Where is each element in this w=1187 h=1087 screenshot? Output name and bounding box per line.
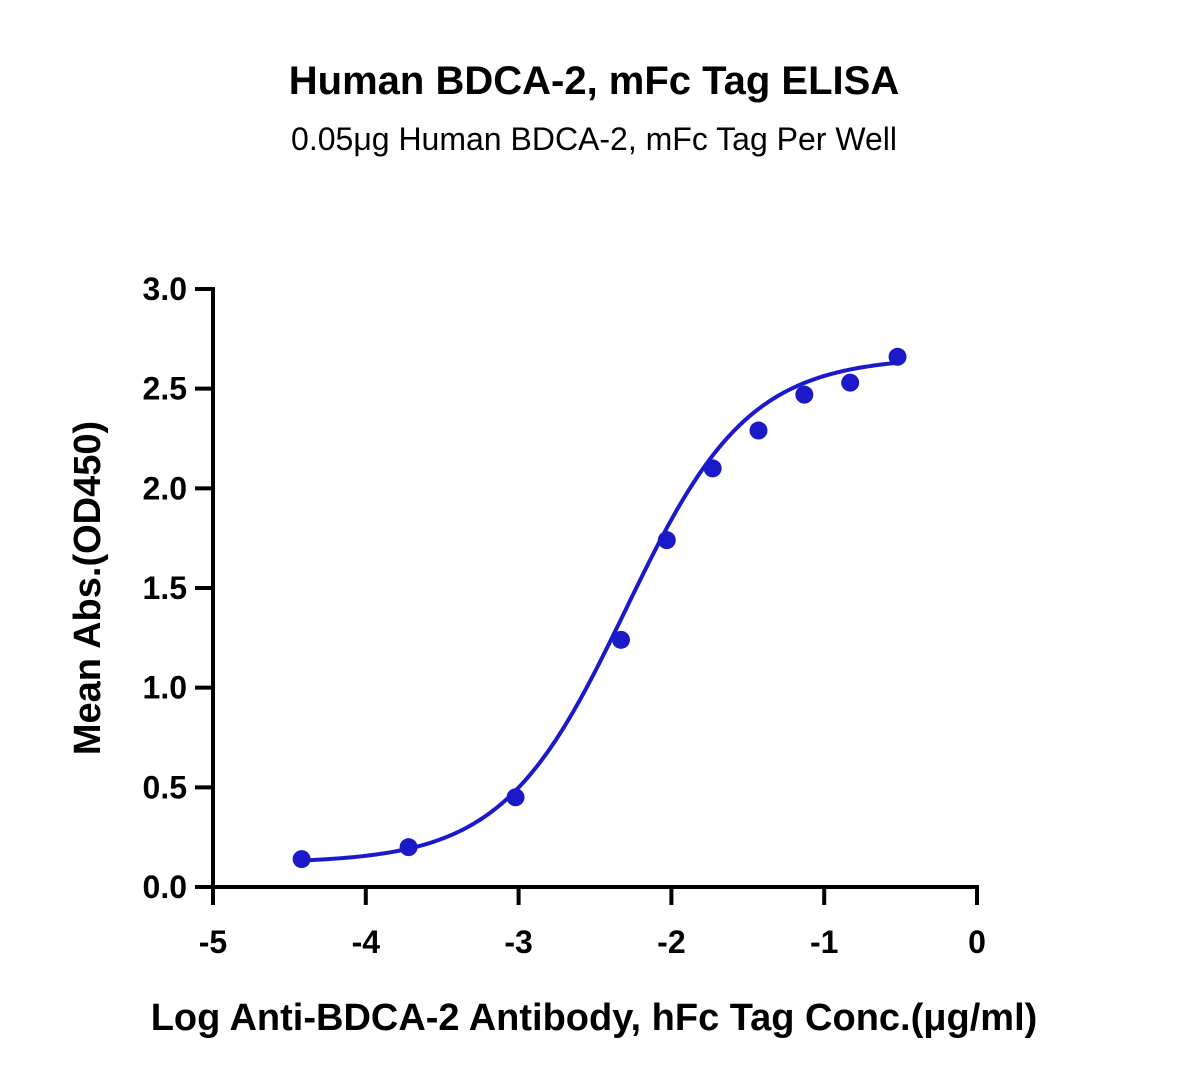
x-tick-label: -4 — [352, 924, 381, 960]
y-tick-label: 1.5 — [143, 570, 187, 606]
fit-curve — [301, 360, 898, 863]
data-points-layer — [292, 347, 907, 869]
x-tick-label: -2 — [657, 924, 685, 960]
chart-subtitle: 0.05μg Human BDCA-2, mFc Tag Per Well — [291, 121, 897, 157]
y-tick-label: 2.0 — [143, 470, 187, 506]
axes: 0.0 0.5 1.0 1.5 2.0 2.5 3.0 -5 -4 -3 -2 -1 0 — [143, 271, 986, 960]
chart-title: Human BDCA-2, mFc Tag ELISA — [289, 59, 899, 103]
x-tick-label: -3 — [504, 924, 532, 960]
x-tick-label: -1 — [810, 924, 838, 960]
x-tick-label: 0 — [968, 924, 986, 960]
fit-curve-layer — [301, 360, 898, 863]
x-tick-label: -5 — [199, 924, 227, 960]
data-point — [292, 850, 311, 869]
y-tick-label: 0.0 — [143, 869, 187, 905]
data-point — [506, 788, 525, 807]
data-point — [888, 347, 907, 366]
data-point — [657, 531, 676, 550]
y-tick-label: 2.5 — [143, 371, 187, 407]
x-axis-label: Log Anti-BDCA-2 Antibody, hFc Tag Conc.(… — [151, 997, 1038, 1039]
data-point — [795, 385, 814, 404]
y-tick-label: 3.0 — [143, 271, 187, 307]
data-point — [841, 373, 860, 392]
y-tick-label: 1.0 — [143, 670, 187, 706]
data-point — [611, 630, 630, 649]
y-axis-label: Mean Abs.(OD450) — [67, 421, 109, 755]
data-point — [703, 459, 722, 478]
data-point — [399, 838, 418, 857]
data-point — [749, 421, 768, 440]
y-tick-label: 0.5 — [143, 769, 187, 805]
